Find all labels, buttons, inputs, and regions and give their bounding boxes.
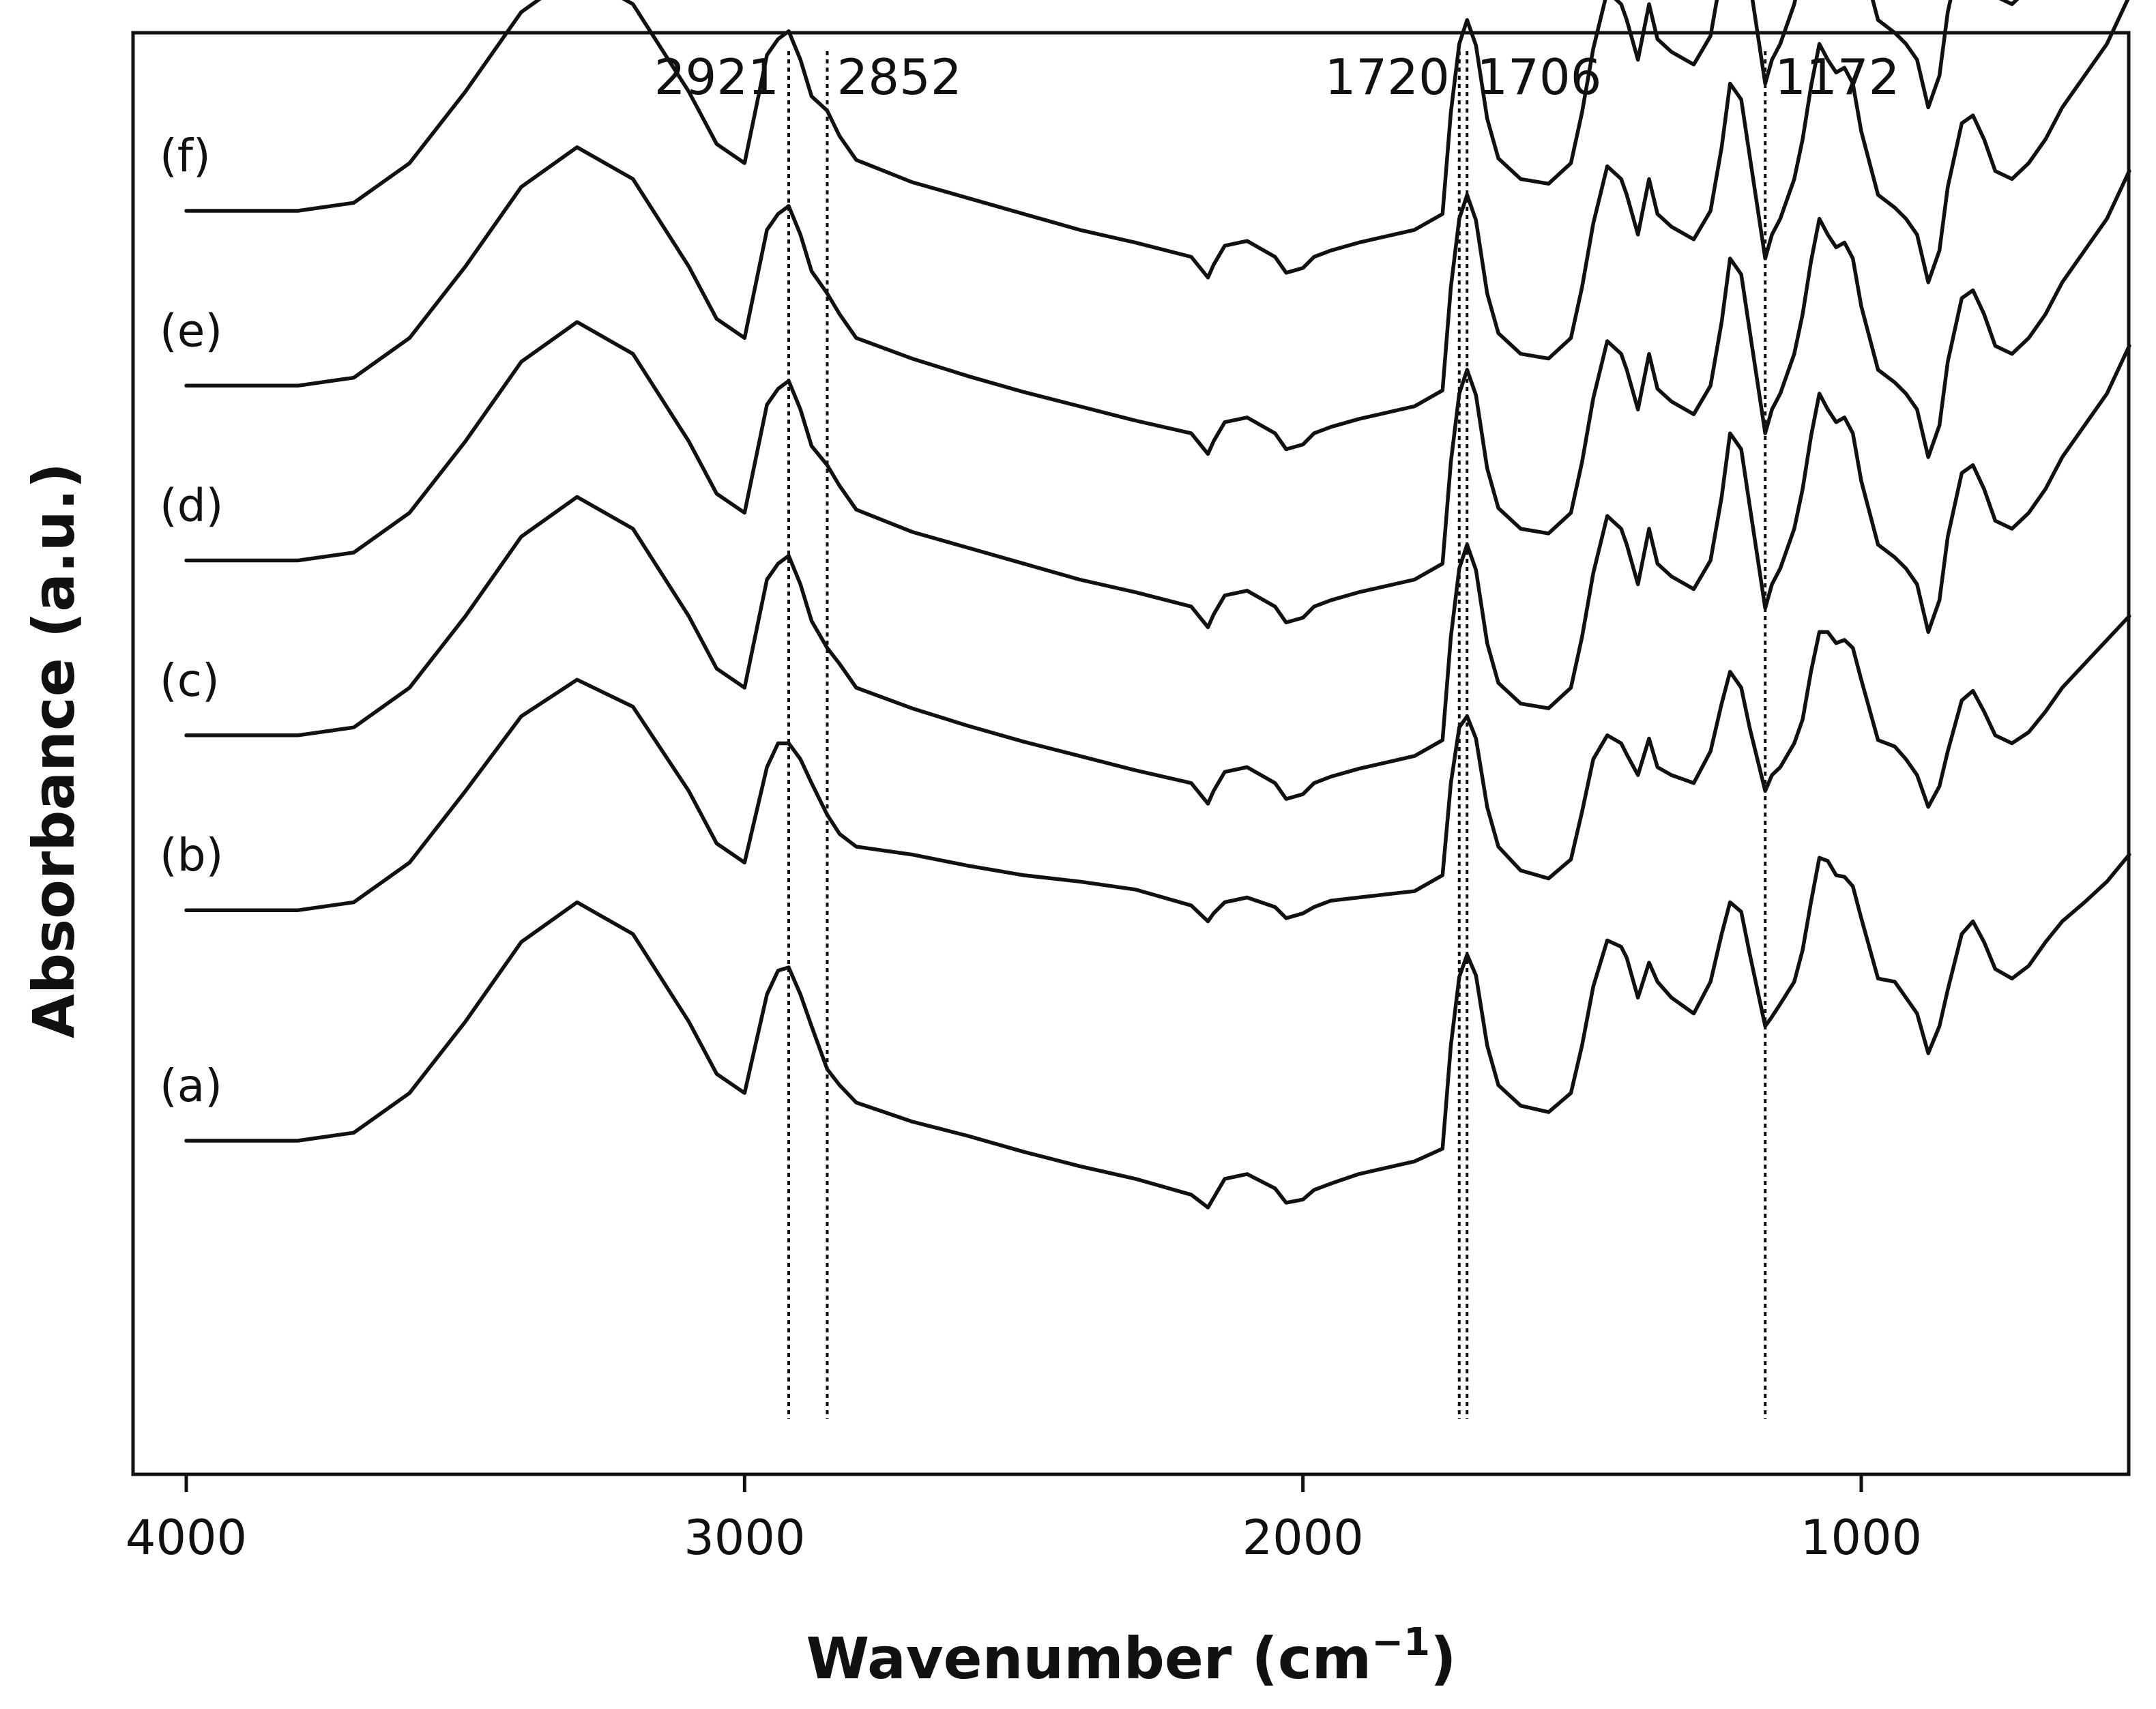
series-label-f: (f) [160, 130, 211, 182]
peak-label-1172: 1172 [1775, 48, 1899, 106]
spectrum-e [184, 0, 2130, 456]
spectrum-a [184, 852, 2131, 1210]
peak-label-1720: 1720 [1325, 48, 1450, 106]
peak-label-2921: 2921 [654, 48, 779, 106]
y-axis-title: Absorbance (a.u.) [20, 463, 87, 1038]
spectrum-d [184, 169, 2131, 630]
spectrum-f [184, 0, 2020, 280]
peak-label-2852: 2852 [836, 48, 961, 106]
series-label-d: (d) [160, 480, 223, 532]
series-labels: (a) (b) (c) (d) (e) (f) [160, 130, 223, 1112]
x-axis-ticks: 4000 3000 2000 1000 [126, 1474, 1922, 1566]
reference-lines: 2921 2852 1720 1706 1172 [654, 48, 1899, 1419]
x-axis-title: Wavenumber (cm−1) [806, 1620, 1457, 1692]
spectra [184, 0, 2131, 1210]
x-tick-label-1000: 1000 [1801, 1510, 1922, 1566]
x-tick-label-3000: 3000 [684, 1510, 805, 1566]
x-tick-label-4000: 4000 [126, 1510, 247, 1566]
x-tick-label-2000: 2000 [1242, 1510, 1364, 1566]
spectrum-c [184, 344, 2131, 806]
series-label-c: (c) [160, 654, 220, 707]
peak-label-1706: 1706 [1476, 48, 1601, 106]
series-label-a: (a) [160, 1060, 222, 1112]
spectrum-b [184, 614, 2131, 924]
plot-frame [131, 31, 2131, 1476]
series-label-e: (e) [160, 304, 222, 357]
series-label-b: (b) [160, 829, 223, 881]
